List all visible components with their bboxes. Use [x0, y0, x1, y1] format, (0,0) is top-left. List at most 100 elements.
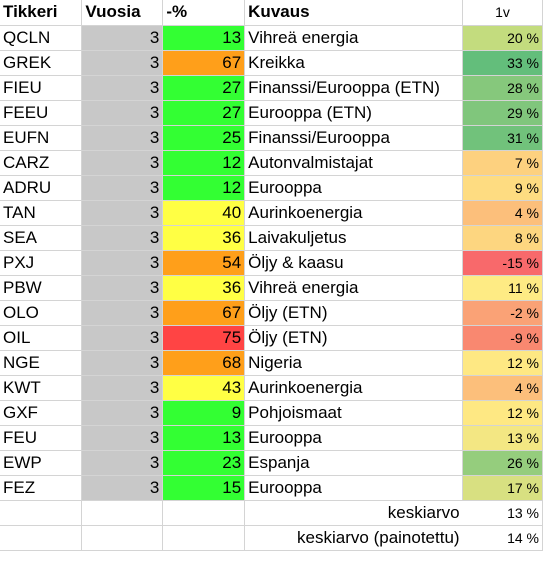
years-cell[interactable]: 3 [81, 275, 164, 301]
pct-cell[interactable]: 36 [162, 225, 246, 251]
ticker-cell[interactable]: GREK [0, 50, 83, 76]
ticker-cell[interactable]: CARZ [0, 150, 83, 176]
one-year-cell[interactable]: 26 % [462, 450, 543, 476]
one-year-cell[interactable]: 11 % [462, 275, 543, 301]
pct-cell[interactable]: 36 [162, 275, 246, 301]
ticker-cell[interactable]: ADRU [0, 175, 83, 201]
one-year-cell[interactable]: 17 % [462, 475, 543, 501]
one-year-cell[interactable]: -2 % [462, 300, 543, 326]
description-cell[interactable]: Vihreä energia [244, 25, 464, 51]
pct-cell[interactable]: 13 [162, 25, 246, 51]
years-cell[interactable]: 3 [81, 225, 164, 251]
header-one-year[interactable]: 1v [462, 0, 543, 26]
pct-cell[interactable]: 27 [162, 100, 246, 126]
one-year-cell[interactable]: -15 % [462, 250, 543, 276]
header-pct[interactable]: -% [162, 0, 246, 26]
one-year-cell[interactable]: 9 % [462, 175, 543, 201]
years-cell[interactable]: 3 [81, 250, 164, 276]
description-cell[interactable]: Laivakuljetus [244, 225, 464, 251]
one-year-cell[interactable]: 28 % [462, 75, 543, 101]
one-year-cell[interactable]: 31 % [462, 125, 543, 151]
pct-cell[interactable]: 67 [162, 50, 246, 76]
years-cell[interactable]: 3 [81, 350, 164, 376]
pct-cell[interactable]: 27 [162, 75, 246, 101]
description-cell[interactable]: Aurinkoenergia [244, 375, 464, 401]
ticker-cell[interactable]: QCLN [0, 25, 83, 51]
one-year-cell[interactable]: 4 % [462, 200, 543, 226]
description-cell[interactable]: Finanssi/Eurooppa (ETN) [244, 75, 464, 101]
years-cell[interactable]: 3 [81, 450, 164, 476]
pct-cell[interactable]: 9 [162, 400, 246, 426]
pct-cell[interactable]: 15 [162, 475, 246, 501]
pct-cell[interactable]: 25 [162, 125, 246, 151]
description-cell[interactable]: Eurooppa [244, 175, 464, 201]
ticker-cell[interactable]: SEA [0, 225, 83, 251]
empty-cell[interactable] [0, 525, 83, 551]
ticker-cell[interactable]: FEEU [0, 100, 83, 126]
ticker-cell[interactable]: EWP [0, 450, 83, 476]
one-year-cell[interactable]: 12 % [462, 400, 543, 426]
years-cell[interactable]: 3 [81, 475, 164, 501]
description-cell[interactable]: Öljy (ETN) [244, 300, 464, 326]
years-cell[interactable]: 3 [81, 50, 164, 76]
pct-cell[interactable]: 12 [162, 175, 246, 201]
description-cell[interactable]: Eurooppa [244, 425, 464, 451]
pct-cell[interactable]: 13 [162, 425, 246, 451]
years-cell[interactable]: 3 [81, 300, 164, 326]
description-cell[interactable]: Finanssi/Eurooppa [244, 125, 464, 151]
empty-cell[interactable] [162, 500, 246, 526]
one-year-cell[interactable]: -9 % [462, 325, 543, 351]
one-year-cell[interactable]: 13 % [462, 425, 543, 451]
ticker-cell[interactable]: FIEU [0, 75, 83, 101]
years-cell[interactable]: 3 [81, 400, 164, 426]
description-cell[interactable]: Eurooppa (ETN) [244, 100, 464, 126]
one-year-cell[interactable]: 20 % [462, 25, 543, 51]
one-year-cell[interactable]: 7 % [462, 150, 543, 176]
summary-label[interactable]: keskiarvo (painotettu) [244, 525, 463, 551]
header-description[interactable]: Kuvaus [244, 0, 464, 26]
one-year-cell[interactable]: 33 % [462, 50, 543, 76]
empty-cell[interactable] [81, 500, 164, 526]
ticker-cell[interactable]: OLO [0, 300, 83, 326]
summary-value[interactable]: 14 % [462, 525, 543, 551]
one-year-cell[interactable]: 12 % [462, 350, 543, 376]
years-cell[interactable]: 3 [81, 425, 164, 451]
empty-cell[interactable] [81, 525, 164, 551]
pct-cell[interactable]: 67 [162, 300, 246, 326]
ticker-cell[interactable]: GXF [0, 400, 83, 426]
years-cell[interactable]: 3 [81, 325, 164, 351]
description-cell[interactable]: Öljy (ETN) [244, 325, 464, 351]
ticker-cell[interactable]: KWT [0, 375, 83, 401]
years-cell[interactable]: 3 [81, 100, 164, 126]
years-cell[interactable]: 3 [81, 200, 164, 226]
ticker-cell[interactable]: OIL [0, 325, 83, 351]
years-cell[interactable]: 3 [81, 125, 164, 151]
description-cell[interactable]: Espanja [244, 450, 464, 476]
ticker-cell[interactable]: NGE [0, 350, 83, 376]
pct-cell[interactable]: 23 [162, 450, 246, 476]
years-cell[interactable]: 3 [81, 75, 164, 101]
description-cell[interactable]: Nigeria [244, 350, 464, 376]
header-years[interactable]: Vuosia [81, 0, 164, 26]
one-year-cell[interactable]: 8 % [462, 225, 543, 251]
summary-value[interactable]: 13 % [462, 500, 543, 526]
pct-cell[interactable]: 43 [162, 375, 246, 401]
one-year-cell[interactable]: 4 % [462, 375, 543, 401]
pct-cell[interactable]: 40 [162, 200, 246, 226]
description-cell[interactable]: Kreikka [244, 50, 464, 76]
description-cell[interactable]: Öljy & kaasu [244, 250, 464, 276]
summary-label[interactable]: keskiarvo [244, 500, 463, 526]
ticker-cell[interactable]: FEZ [0, 475, 83, 501]
years-cell[interactable]: 3 [81, 175, 164, 201]
description-cell[interactable]: Eurooppa [244, 475, 464, 501]
years-cell[interactable]: 3 [81, 150, 164, 176]
ticker-cell[interactable]: PBW [0, 275, 83, 301]
ticker-cell[interactable]: PXJ [0, 250, 83, 276]
description-cell[interactable]: Aurinkoenergia [244, 200, 464, 226]
years-cell[interactable]: 3 [81, 25, 164, 51]
pct-cell[interactable]: 68 [162, 350, 246, 376]
ticker-cell[interactable]: FEU [0, 425, 83, 451]
ticker-cell[interactable]: TAN [0, 200, 83, 226]
description-cell[interactable]: Autonvalmistajat [244, 150, 464, 176]
pct-cell[interactable]: 12 [162, 150, 246, 176]
